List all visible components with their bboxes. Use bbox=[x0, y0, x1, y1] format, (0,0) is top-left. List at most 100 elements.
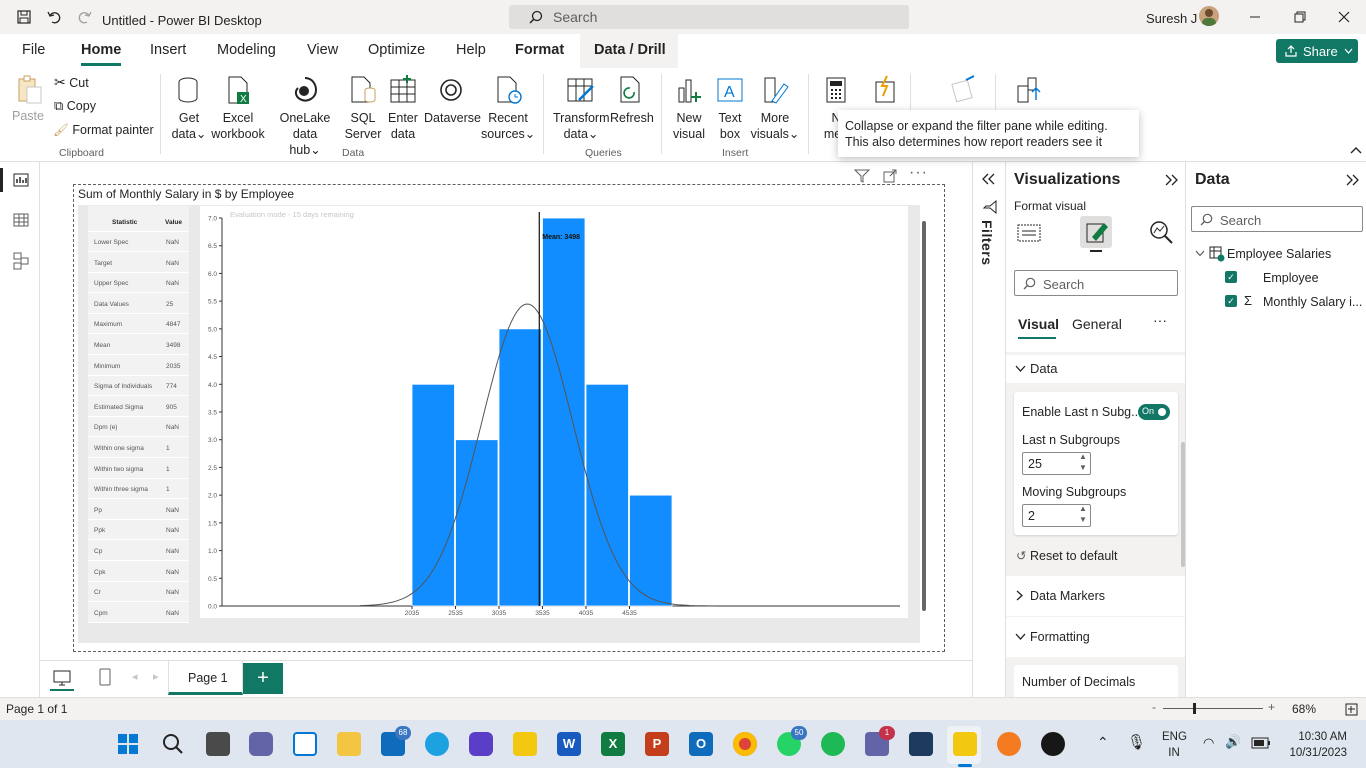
zoom-slider-thumb[interactable] bbox=[1193, 703, 1196, 714]
whatsapp-icon[interactable]: 50 bbox=[777, 726, 807, 756]
store-icon[interactable] bbox=[293, 732, 317, 756]
histogram-chart[interactable]: Evaluation mode - 15 days remaining 0.0 0.… bbox=[200, 206, 908, 618]
tab-optimize[interactable]: Optimize bbox=[368, 42, 426, 58]
tab-format[interactable]: Format bbox=[515, 42, 565, 58]
enable-last-n-toggle[interactable]: On bbox=[1138, 404, 1170, 420]
expand-filters-icon[interactable] bbox=[982, 173, 996, 185]
restore-icon[interactable] bbox=[1294, 11, 1306, 23]
recent-sources-button[interactable]: Recent sources⌄ bbox=[481, 74, 535, 142]
minimize-icon[interactable] bbox=[1249, 11, 1261, 23]
add-page-button[interactable]: + bbox=[243, 663, 283, 694]
redo-icon[interactable] bbox=[78, 10, 92, 24]
excel-workbook-button[interactable]: X Excel workbook bbox=[211, 74, 265, 142]
refresh-button[interactable]: Refresh bbox=[610, 74, 654, 126]
excel-taskbar-icon[interactable]: X bbox=[601, 732, 625, 756]
desktop-layout-icon[interactable] bbox=[52, 669, 72, 687]
chevron-up-icon[interactable]: ⌃ bbox=[1097, 734, 1109, 750]
reset-to-default-button[interactable]: ↺ Reset to default bbox=[1016, 548, 1118, 563]
format-visual-tab[interactable] bbox=[1080, 216, 1112, 248]
moving-subgroups-input[interactable]: 2 ▲ ▼ bbox=[1022, 504, 1091, 527]
more-visuals-button[interactable]: More visuals⌄ bbox=[750, 74, 800, 142]
copy-button[interactable]: ⧉ Copy bbox=[54, 98, 96, 114]
zoom-in-button[interactable]: + bbox=[1268, 700, 1276, 714]
cut-button[interactable]: ✂ Cut bbox=[54, 74, 89, 91]
chevron-down-icon[interactable] bbox=[1195, 250, 1205, 257]
mobile-layout-icon[interactable] bbox=[99, 668, 111, 686]
avatar[interactable] bbox=[1199, 6, 1219, 26]
dataverse-button[interactable]: Dataverse bbox=[424, 74, 481, 126]
report-view-icon[interactable] bbox=[13, 173, 29, 187]
last-n-input[interactable]: 25 ▲ ▼ bbox=[1022, 452, 1091, 475]
clock[interactable]: 10:30 AM 10/31/2023 bbox=[1281, 729, 1347, 761]
zoom-out-button[interactable]: - bbox=[1152, 700, 1156, 714]
field-monthly-salary[interactable]: Monthly Salary i... bbox=[1263, 295, 1363, 309]
remote-desktop-icon[interactable] bbox=[909, 732, 933, 756]
sensitivity-icon[interactable] bbox=[948, 74, 978, 106]
tab-view[interactable]: View bbox=[307, 42, 339, 58]
filter-icon[interactable] bbox=[854, 169, 870, 183]
collapse-viz-icon[interactable] bbox=[1164, 174, 1178, 186]
outlook-icon[interactable]: O bbox=[689, 732, 713, 756]
pen-app-icon[interactable] bbox=[997, 732, 1021, 756]
zoom-slider[interactable] bbox=[1163, 708, 1263, 709]
paste-button[interactable]: Paste bbox=[8, 74, 48, 124]
employee-checkbox[interactable]: ✓ bbox=[1225, 271, 1237, 283]
monthly-salary-checkbox[interactable]: ✓ bbox=[1225, 295, 1237, 307]
page-tab-1[interactable]: Page 1 bbox=[168, 661, 243, 695]
collapse-data-icon[interactable] bbox=[1345, 174, 1359, 186]
task-view-icon[interactable] bbox=[206, 732, 230, 756]
wifi-icon[interactable]: ◠ bbox=[1203, 735, 1215, 750]
tab-home[interactable]: Home bbox=[81, 42, 122, 66]
tab-visual[interactable]: Visual bbox=[1018, 316, 1059, 332]
word-icon[interactable]: W bbox=[557, 732, 581, 756]
chrome-icon[interactable] bbox=[733, 732, 757, 756]
formatting-section[interactable]: Formatting bbox=[1006, 617, 1186, 657]
volume-icon[interactable]: 🔊 bbox=[1225, 734, 1242, 749]
prev-page-icon[interactable]: ◂ bbox=[132, 671, 138, 683]
title-search-box[interactable]: Search bbox=[509, 5, 909, 29]
edge-icon[interactable] bbox=[425, 732, 449, 756]
sql-server-button[interactable]: SQL Server bbox=[344, 74, 382, 142]
transform-data-button[interactable]: Transform data⌄ bbox=[553, 74, 610, 142]
microphone-muted-icon[interactable]: 🎙 bbox=[1127, 734, 1147, 751]
data-search-input[interactable]: Search bbox=[1191, 206, 1363, 232]
spin-up-icon[interactable]: ▲ bbox=[1079, 504, 1087, 513]
undo-icon[interactable] bbox=[47, 10, 61, 24]
github-icon[interactable] bbox=[1041, 732, 1065, 756]
tab-file[interactable]: File bbox=[22, 42, 46, 58]
spin-down-icon[interactable]: ▼ bbox=[1079, 463, 1087, 472]
onelake-hub-button[interactable]: OneLake data hub⌄ bbox=[266, 74, 344, 158]
tab-data-drill[interactable]: Data / Drill bbox=[594, 42, 666, 58]
battery-icon[interactable] bbox=[1251, 737, 1271, 749]
new-visual-button[interactable]: New visual bbox=[669, 74, 709, 142]
format-painter-button[interactable]: 🖌 Format painter bbox=[53, 122, 154, 138]
powerpoint-icon[interactable]: P bbox=[645, 732, 669, 756]
collapse-ribbon-icon[interactable] bbox=[1350, 146, 1362, 154]
fit-to-page-icon[interactable] bbox=[1345, 703, 1358, 716]
enter-data-button[interactable]: Enter data bbox=[384, 74, 422, 142]
tab-help[interactable]: Help bbox=[456, 42, 486, 58]
tab-general[interactable]: General bbox=[1072, 316, 1122, 332]
publish-icon[interactable] bbox=[1014, 74, 1044, 106]
quick-measure-icon[interactable] bbox=[870, 74, 900, 106]
build-visual-icon[interactable] bbox=[1016, 219, 1042, 245]
more-options-icon[interactable]: ··· bbox=[909, 164, 928, 181]
teams-icon[interactable]: 1 bbox=[865, 726, 895, 756]
share-button[interactable]: Share bbox=[1276, 39, 1358, 63]
next-page-icon[interactable]: ▸ bbox=[153, 671, 159, 683]
tab-insert[interactable]: Insert bbox=[150, 42, 187, 58]
data-section-header[interactable]: Data bbox=[1006, 355, 1186, 383]
file-explorer-icon[interactable] bbox=[337, 732, 361, 756]
text-box-button[interactable]: A Text box bbox=[711, 74, 749, 142]
sticky-notes-icon[interactable] bbox=[513, 732, 537, 756]
spotify-icon[interactable] bbox=[821, 732, 845, 756]
windows-start-icon[interactable] bbox=[117, 733, 139, 755]
field-employee[interactable]: Employee bbox=[1263, 271, 1319, 285]
close-icon[interactable] bbox=[1338, 11, 1350, 23]
viz-more-options-icon[interactable]: ··· bbox=[1153, 312, 1167, 328]
data-markers-section[interactable]: Data Markers bbox=[1006, 576, 1186, 616]
power-bi-taskbar-icon[interactable] bbox=[953, 732, 977, 756]
table-view-icon[interactable] bbox=[13, 213, 29, 227]
analytics-icon[interactable] bbox=[1148, 219, 1174, 245]
spin-up-icon[interactable]: ▲ bbox=[1079, 452, 1087, 461]
